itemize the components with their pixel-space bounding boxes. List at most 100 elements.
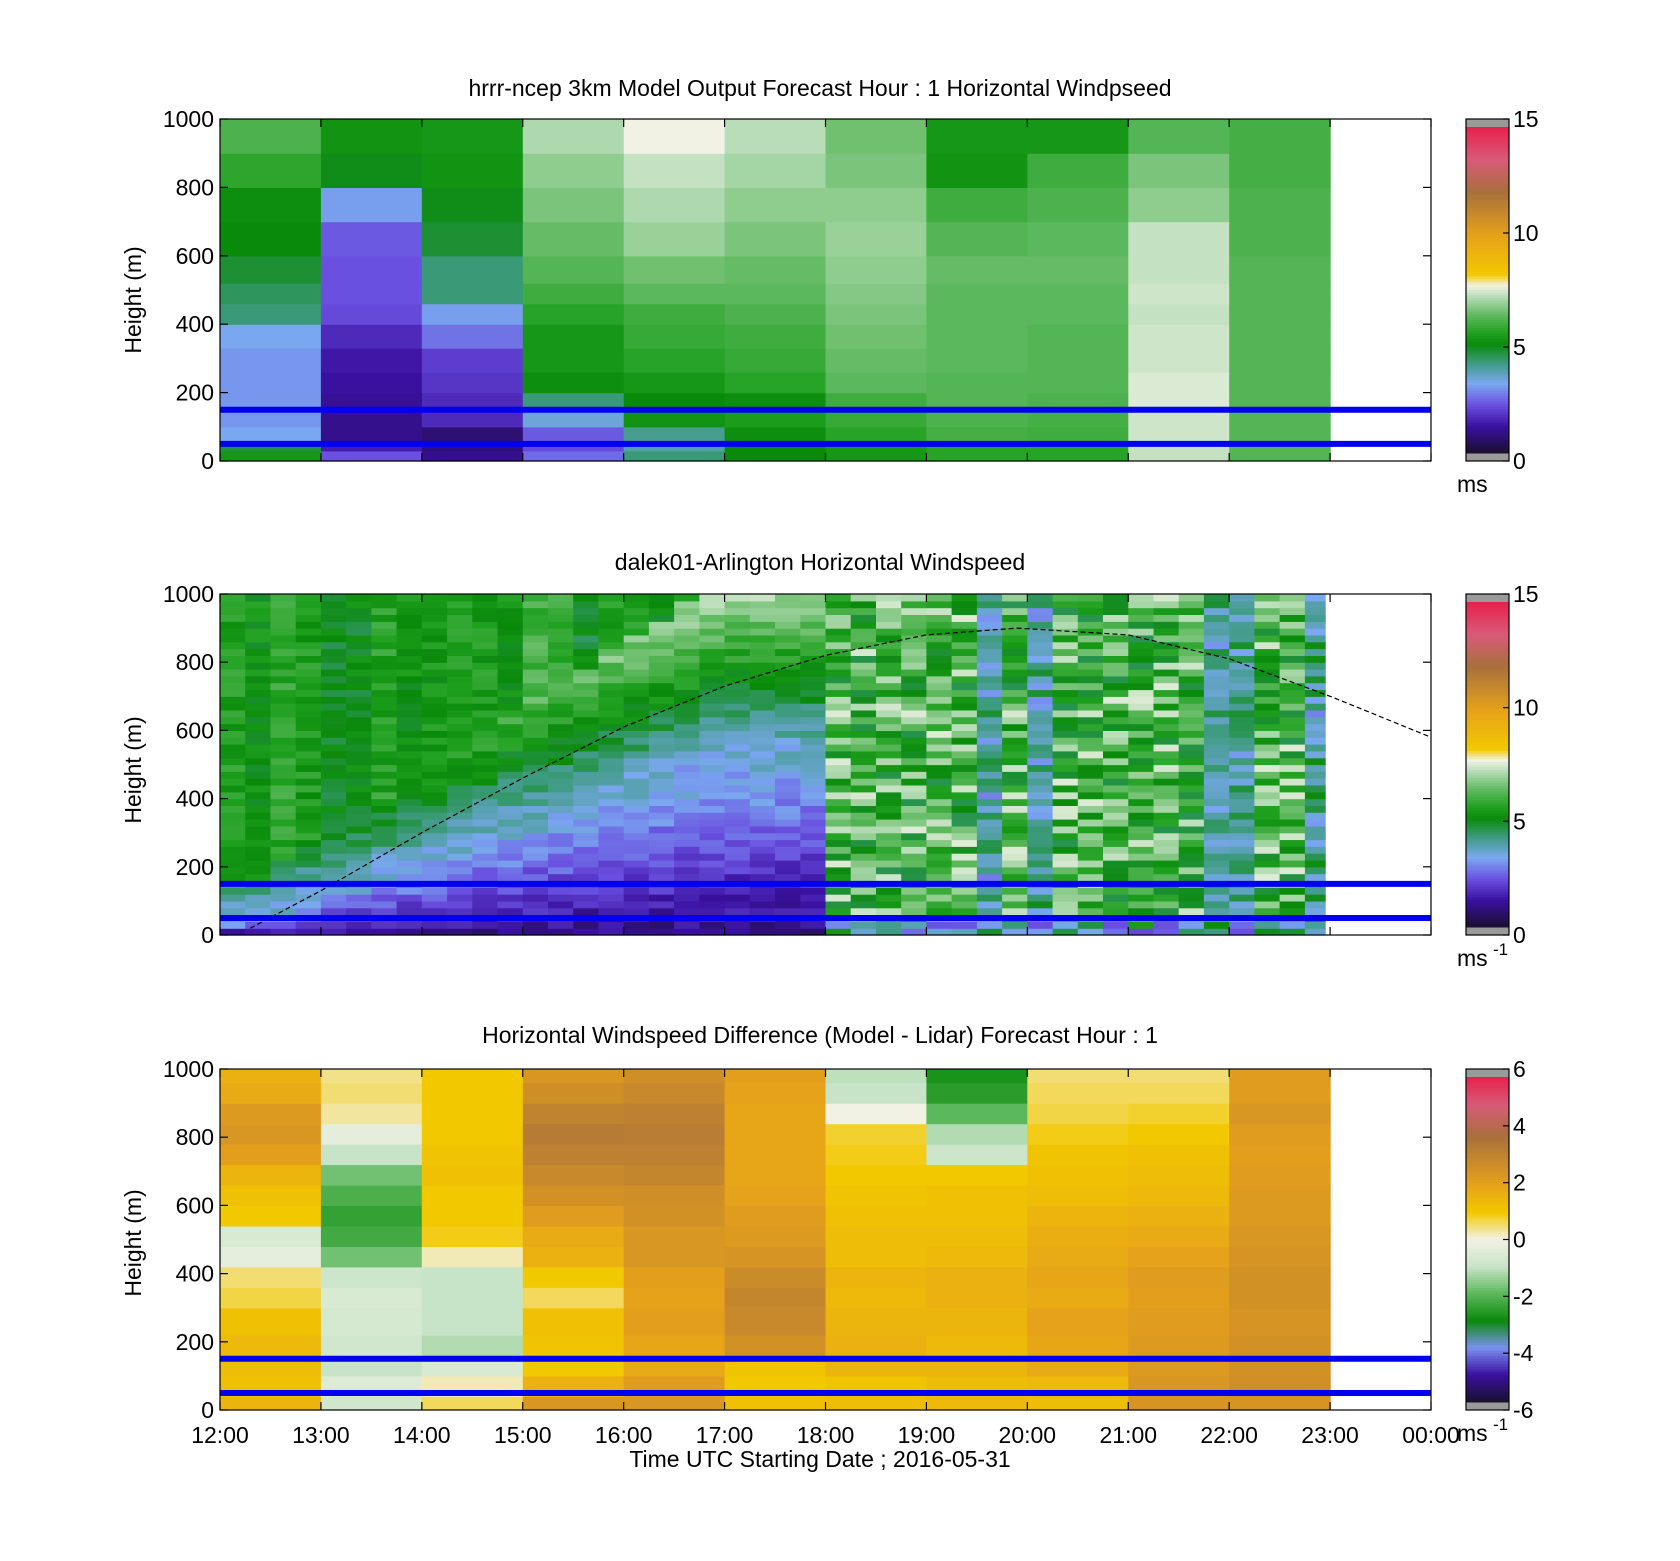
heatmap-cell <box>1052 873 1079 881</box>
heatmap-cell <box>1229 1307 1331 1336</box>
heatmap-cell <box>825 450 927 462</box>
heatmap-cell <box>901 594 927 602</box>
heatmap-cell <box>396 655 423 663</box>
heatmap-cell <box>371 819 398 827</box>
heatmap-cell <box>1103 655 1129 663</box>
heatmap-cell <box>472 860 499 868</box>
heatmap-cell <box>749 709 776 718</box>
heatmap-cell <box>497 716 524 725</box>
heatmap-cell <box>825 409 927 428</box>
heatmap-cell <box>1103 894 1129 902</box>
heatmap-cell <box>320 866 347 875</box>
heatmap-cell <box>396 634 423 643</box>
heatmap-cell <box>648 737 675 745</box>
colorbar-segment <box>1466 439 1509 443</box>
colorbar-segment <box>1466 1255 1509 1259</box>
heatmap-cell <box>447 641 473 650</box>
heatmap-cell <box>270 757 297 766</box>
heatmap-cell <box>1229 866 1255 875</box>
heatmap-cell <box>1304 737 1326 745</box>
heatmap-cell <box>825 1225 927 1247</box>
heatmap-cell <box>1027 744 1054 752</box>
colorbar-segment <box>1466 1339 1509 1343</box>
colorbar-segment <box>1466 878 1509 882</box>
colorbar-segment <box>1466 298 1509 302</box>
heatmap-cell <box>472 662 499 670</box>
heatmap-cell <box>1153 662 1180 670</box>
heatmap-cell <box>976 709 1003 718</box>
heatmap-cell <box>1153 757 1180 766</box>
heatmap-cell <box>623 846 650 854</box>
heatmap-cell <box>724 303 827 325</box>
colorbar-segment <box>1466 810 1509 814</box>
heatmap-cell <box>901 607 927 615</box>
heatmap-cell <box>295 866 322 875</box>
heatmap-cell <box>522 860 549 868</box>
heatmap-cell <box>320 348 423 373</box>
heatmap-cell <box>548 764 574 772</box>
heatmap-cell <box>749 655 776 663</box>
heatmap-cell <box>1178 791 1205 800</box>
heatmap-cell <box>1128 791 1155 800</box>
heatmap-cell <box>951 805 978 813</box>
colorbar-segment <box>1466 417 1509 421</box>
heatmap-cell <box>1203 594 1230 602</box>
heatmap-cell <box>1027 805 1054 813</box>
heatmap-cell <box>220 860 246 868</box>
heatmap-cell <box>623 119 726 154</box>
heatmap-cell <box>724 392 827 411</box>
heatmap-cell <box>1178 825 1205 834</box>
colorbar-segment <box>1466 862 1509 866</box>
heatmap-cell <box>1254 634 1281 643</box>
heatmap-cell <box>901 785 927 793</box>
heatmap-cell <box>1178 785 1205 793</box>
heatmap-cell <box>901 675 927 684</box>
colorbar-cap <box>1466 594 1509 602</box>
heatmap-cell <box>1077 839 1104 847</box>
x-tick-label: 16:00 <box>595 1422 653 1448</box>
colorbar-segment <box>1466 650 1509 654</box>
heatmap-cell <box>850 703 877 711</box>
heatmap-cell <box>396 887 423 895</box>
heatmap-cell <box>1002 655 1028 663</box>
heatmap-cell <box>926 1144 1028 1166</box>
heatmap-cell <box>674 634 700 643</box>
heatmap-cell <box>421 778 448 786</box>
colorbar-tick-label: 0 <box>1513 448 1526 474</box>
heatmap-cell <box>396 900 423 909</box>
heatmap-cell <box>1254 621 1281 629</box>
heatmap-cell <box>371 716 398 725</box>
heatmap-cell <box>951 785 978 793</box>
heatmap-cell <box>749 921 776 929</box>
heatmap-cell <box>522 409 625 428</box>
colorbar-segment <box>1466 742 1509 747</box>
heatmap-cell <box>421 628 448 636</box>
heatmap-cell <box>396 778 423 786</box>
heatmap-cell <box>926 655 953 663</box>
heatmap-cell <box>800 900 827 909</box>
heatmap-cell <box>1304 873 1326 881</box>
heatmap-cell <box>850 928 877 936</box>
colorbar-segment <box>1466 325 1509 329</box>
heatmap-cell <box>850 662 877 670</box>
heatmap-cell <box>850 832 877 841</box>
colorbar-segment <box>1466 905 1509 909</box>
heatmap-cell <box>522 1266 625 1288</box>
heatmap-cell <box>1254 900 1281 909</box>
colorbar-segment <box>1466 1342 1509 1346</box>
colorbar-segment <box>1466 254 1509 258</box>
heatmap-cell <box>1153 832 1180 841</box>
heatmap-cell <box>396 928 423 936</box>
colorbar-segment <box>1466 1182 1509 1186</box>
heatmap-cell <box>245 696 271 704</box>
heatmap-cell <box>396 594 423 602</box>
colorbar-segment <box>1466 129 1509 133</box>
heatmap-cell <box>548 860 574 868</box>
heatmap-cell <box>1279 744 1306 752</box>
heatmap-cell <box>548 744 574 752</box>
heatmap-cell <box>320 221 423 257</box>
heatmap-cell <box>699 825 726 834</box>
colorbar-segment <box>1466 769 1509 774</box>
heatmap-cell <box>346 819 372 827</box>
heatmap-cell <box>1027 873 1054 881</box>
